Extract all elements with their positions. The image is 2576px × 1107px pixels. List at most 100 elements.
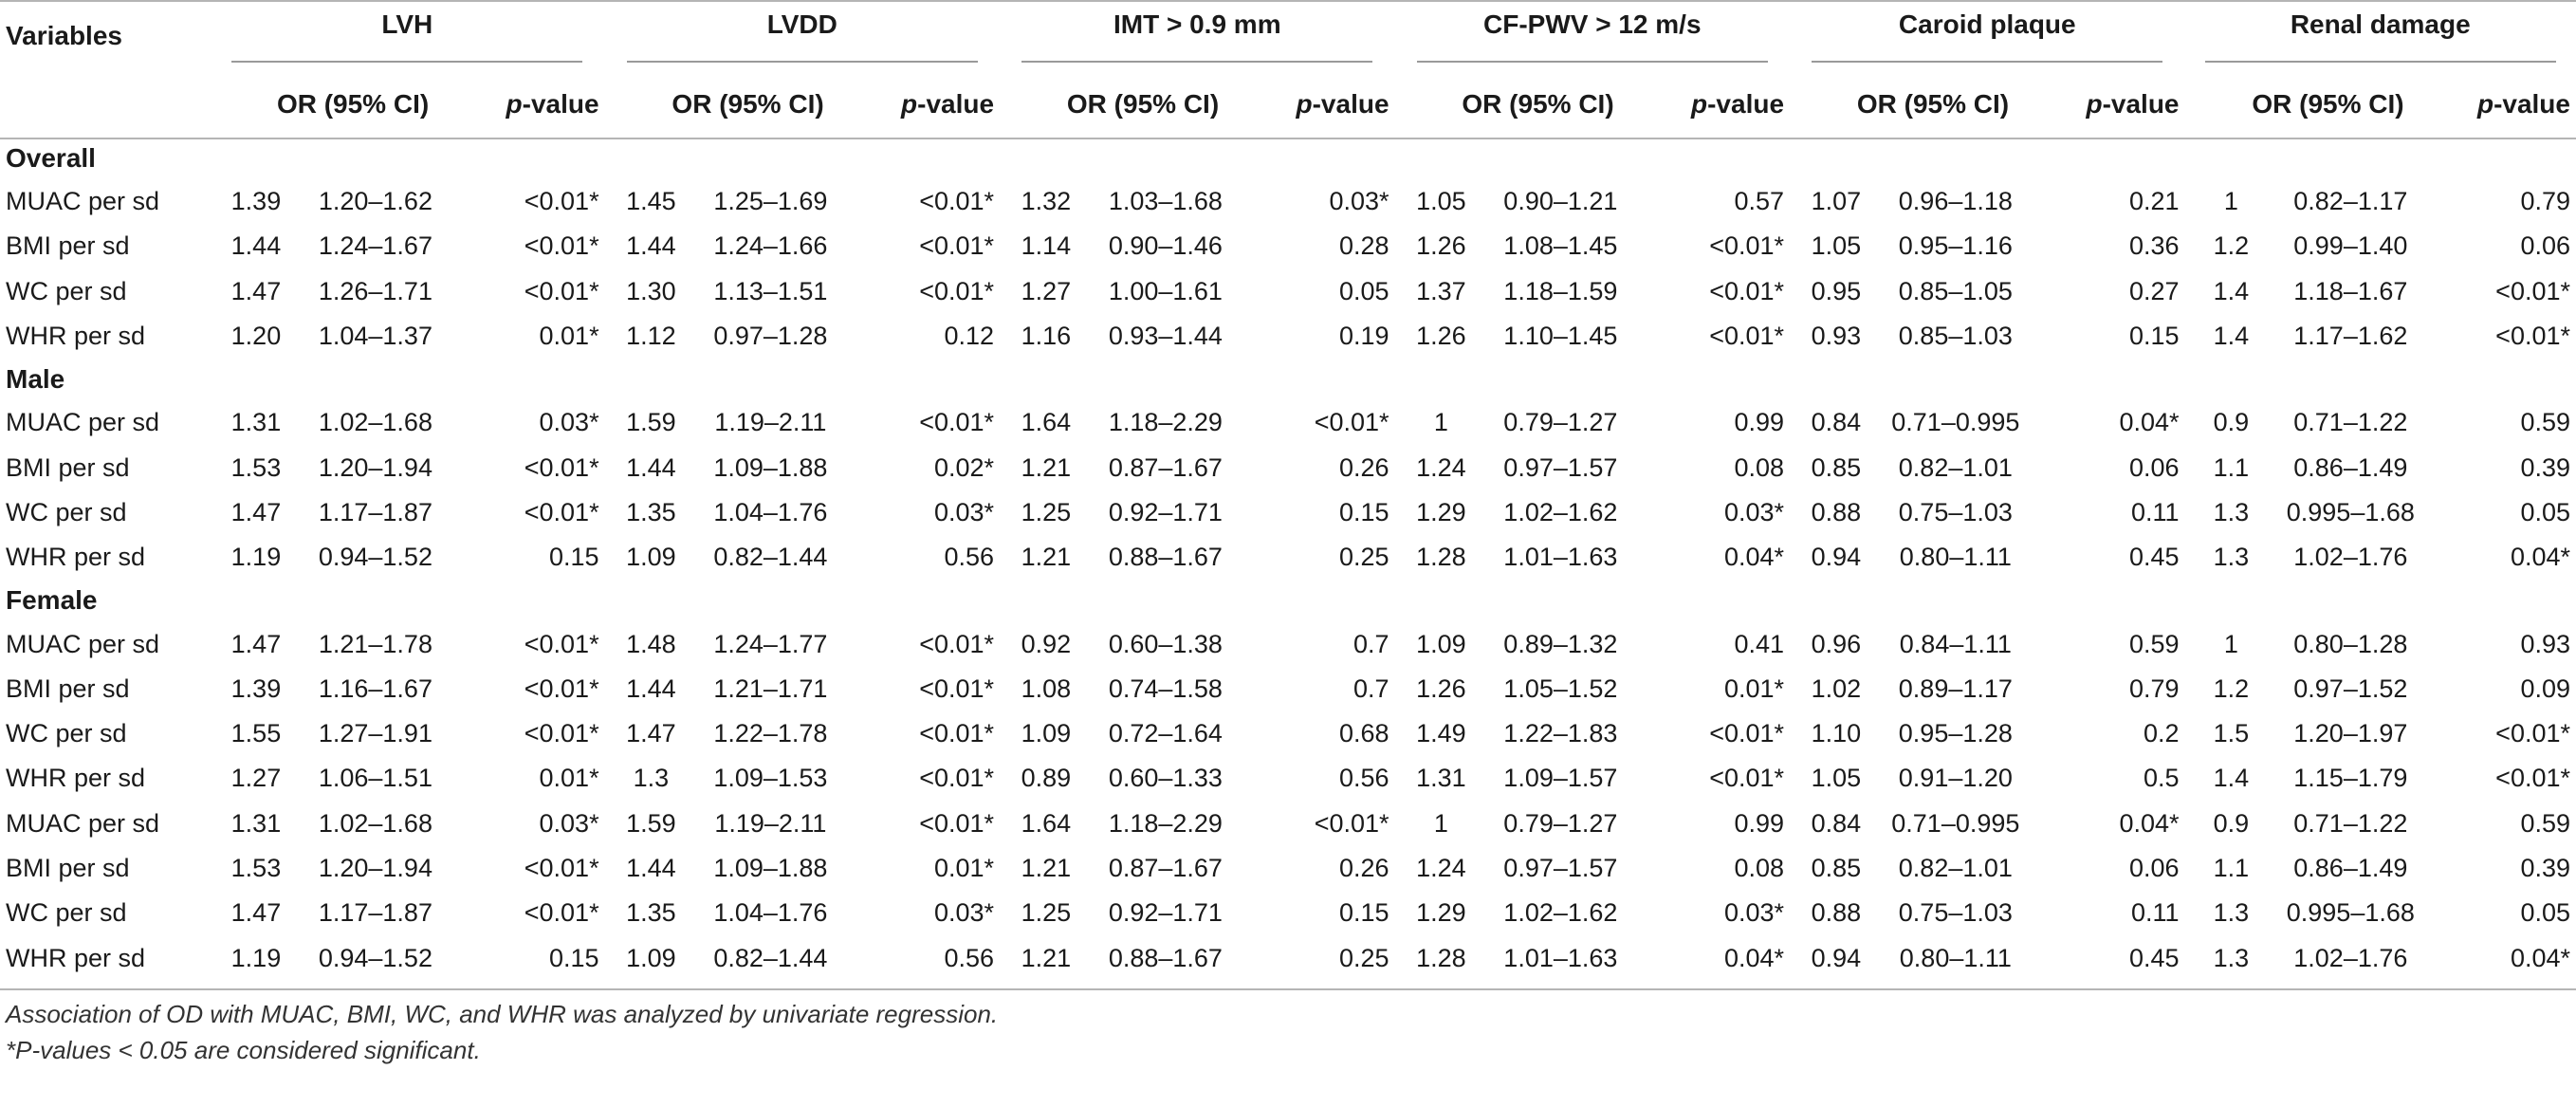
p-value-cell: <0.01*: [524, 187, 599, 216]
odds-ratio-cell: 1.47: [230, 629, 282, 658]
odds-ratio-cell: 1.44: [626, 673, 676, 703]
odds-ratio-cell: 1.59: [626, 808, 676, 838]
p-value-cell: 0.15: [2128, 322, 2180, 351]
odds-ratio-cell: 1.05: [1416, 187, 1466, 216]
odds-ratio-cell: 1.49: [1416, 719, 1466, 748]
odds-ratio-cell: 1.59: [626, 408, 676, 437]
p-value-cell: 0.27: [2128, 276, 2180, 305]
ci-cell: 0.87–1.67: [1108, 452, 1223, 482]
p-value-cell: 0.25: [1338, 943, 1389, 972]
odds-ratio-cell: 1.16: [1021, 322, 1072, 351]
group-header-carotid-plaque: Caroid plaque: [1790, 0, 2184, 71]
group-header-cfpwv: CF-PWV > 12 m/s: [1395, 0, 1790, 71]
p-value-cell: 0.68: [1338, 719, 1389, 748]
ci-cell: 0.94–1.52: [318, 943, 432, 972]
table-row: BMI per sd 1.39 1.16–1.67 <0.01* 1.44 1.21–1.…: [0, 667, 2576, 711]
ci-cell: 1.06–1.51: [318, 764, 432, 793]
ci-cell: 1.22–1.83: [1503, 719, 1618, 748]
top-rule: [0, 0, 2576, 2]
p-value-cell: 0.41: [1734, 629, 1785, 658]
p-value-cell: 0.15: [1338, 898, 1389, 928]
ci-cell: 0.93–1.44: [1108, 322, 1223, 351]
table-body: Overall MUAC per sd 1.39 1.20–1.62 <0.01* 1.4…: [0, 138, 2576, 981]
ci-cell: 0.91–1.20: [1898, 764, 2013, 793]
odds-ratio-cell: 1.39: [230, 187, 282, 216]
odds-ratio-cell: 1.31: [1416, 764, 1466, 793]
subheader-or-ci: OR (95% CI): [1462, 89, 1614, 119]
p-value-cell: 0.03*: [539, 408, 599, 437]
ci-cell: 0.84–1.11: [1899, 629, 2012, 658]
p-value-cell: <0.01*: [524, 854, 599, 882]
p-value-cell: <0.01*: [1314, 408, 1389, 437]
p-value-cell: <0.01*: [1709, 276, 1785, 305]
p-value-cell: 0.06: [2520, 231, 2570, 261]
ci-cell: 1.20–1.94: [318, 452, 432, 482]
odds-ratio-cell: 0.85: [1811, 452, 1862, 482]
ci-cell: 1.00–1.61: [1108, 276, 1223, 305]
group-header-imt: IMT > 0.9 mm: [1000, 0, 1394, 71]
header-rule: [0, 138, 2576, 139]
p-value-cell: 0.26: [1338, 452, 1389, 482]
odds-ratio-cell: 1.09: [1416, 629, 1466, 658]
p-value-cell: 0.25: [1338, 543, 1389, 572]
ci-cell: 0.71–1.22: [2293, 408, 2408, 437]
ci-cell: 0.86–1.49: [2293, 854, 2408, 882]
p-value-cell: 0.79: [2128, 673, 2180, 703]
ci-cell: 0.80–1.28: [2293, 629, 2408, 658]
subheader-p-value: p-value: [2476, 89, 2570, 119]
ci-cell: 1.19–2.11: [714, 808, 827, 838]
odds-ratio-cell: 1.45: [626, 187, 676, 216]
p-value-cell: 0.04*: [2119, 408, 2180, 437]
odds-ratio-cell: 1.3: [2213, 898, 2250, 928]
odds-ratio-cell: 0.94: [1811, 543, 1862, 572]
odds-ratio-cell: 1.21: [1021, 854, 1072, 882]
p-value-cell: 0.04*: [1723, 943, 1785, 972]
p-value-cell: <0.01*: [919, 408, 995, 437]
p-value-cell: <0.01*: [1709, 322, 1785, 351]
row-label: MUAC per sd: [6, 187, 160, 216]
ci-cell: 0.80–1.11: [1899, 543, 2012, 572]
p-value-cell: <0.01*: [919, 764, 995, 793]
p-value-cell: 0.01*: [539, 322, 599, 351]
p-value-cell: <0.01*: [919, 808, 995, 838]
odds-ratio-cell: 1.24: [1416, 854, 1466, 882]
ci-cell: 1.16–1.67: [318, 673, 432, 703]
odds-ratio-cell: 1.48: [626, 629, 676, 658]
odds-ratio-cell: 1.25: [1021, 497, 1072, 526]
footnote-significance: *P-values < 0.05 are considered signific…: [6, 1036, 481, 1064]
p-value-cell: 0.21: [2128, 187, 2180, 216]
ci-cell: 1.08–1.45: [1503, 231, 1618, 261]
odds-ratio-cell: 1.05: [1811, 231, 1862, 261]
section-heading-row: Male: [0, 359, 2576, 400]
subheader-or-ci: OR (95% CI): [1856, 89, 2010, 119]
ci-cell: 1.20–1.62: [318, 187, 432, 216]
ci-cell: 0.82–1.01: [1898, 854, 2013, 882]
ci-cell: 1.18–2.29: [1108, 408, 1223, 437]
p-value-cell: 0.56: [944, 943, 995, 972]
table-row: WHR per sd 1.19 0.94–1.52 0.15 1.09 0.82–1.44…: [0, 535, 2576, 580]
p-value-cell: 0.12: [944, 322, 995, 351]
odds-ratio-cell: 1.29: [1416, 497, 1466, 526]
ci-cell: 1.26–1.71: [318, 276, 432, 305]
ci-cell: 1.17–1.62: [2293, 322, 2408, 351]
subheader-or-ci: OR (95% CI): [1066, 89, 1220, 119]
bottom-rule: [0, 988, 2576, 990]
odds-ratio-cell: 1.02: [1811, 673, 1862, 703]
row-label: WC per sd: [6, 497, 127, 526]
p-value-cell: 0.59: [2520, 808, 2570, 838]
odds-ratio-cell: 1.26: [1416, 231, 1466, 261]
ci-cell: 0.995–1.68: [2286, 497, 2415, 526]
ci-cell: 1.13–1.51: [713, 276, 828, 305]
table-row: WHR per sd 1.19 0.94–1.52 0.15 1.09 0.82–1.44…: [0, 935, 2576, 980]
row-label: MUAC per sd: [6, 629, 160, 658]
section-title: Female: [6, 585, 98, 616]
odds-ratio-cell: 1.3: [2213, 943, 2250, 972]
p-value-cell: 0.02*: [934, 452, 995, 482]
group-header-lvdd: LVDD: [605, 0, 1000, 71]
odds-ratio-cell: 1.25: [1021, 898, 1072, 928]
odds-ratio-cell: 1.5: [2213, 719, 2250, 748]
ci-cell: 0.75–1.03: [1898, 497, 2013, 526]
odds-ratio-cell: 1.27: [1021, 276, 1072, 305]
ci-cell: 1.03–1.68: [1108, 187, 1223, 216]
